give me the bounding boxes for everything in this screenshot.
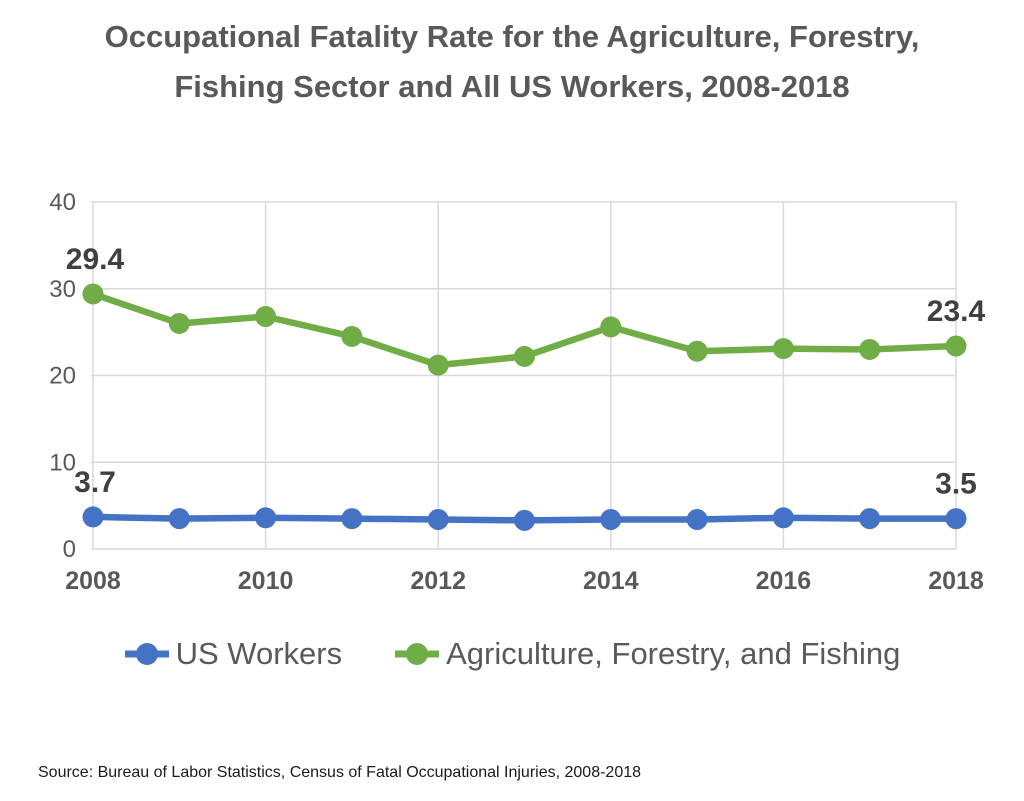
legend-item-us-workers: US Workers: [124, 636, 343, 672]
agriculture-line-marker-icon: [395, 643, 440, 665]
data-point-agriculture-forestry-and-fishing-2013: [514, 345, 535, 367]
data-point-us-workers-2018: [945, 508, 967, 530]
chart-legend: US Workers Agriculture, Forestry, and Fi…: [0, 636, 1024, 672]
x-axis-tick-label: 2012: [410, 567, 466, 595]
x-axis-tick-label: 2018: [928, 567, 984, 595]
data-point-agriculture-forestry-and-fishing-2018: [945, 335, 967, 357]
data-point-agriculture-forestry-and-fishing-2010: [255, 306, 277, 328]
data-point-us-workers-2014: [600, 509, 622, 531]
x-axis-tick-label: 2016: [756, 567, 812, 595]
data-point-us-workers-2011: [341, 508, 363, 530]
y-axis-tick-label: 10: [49, 449, 76, 476]
data-label-agriculture-forestry-and-fishing-2008: 29.4: [66, 243, 125, 276]
legend-item-agriculture: Agriculture, Forestry, and Fishing: [394, 636, 900, 672]
y-axis-tick-label: 30: [49, 276, 76, 303]
y-axis-tick-label: 40: [49, 189, 76, 216]
y-axis-tick-label: 20: [49, 363, 76, 390]
data-point-agriculture-forestry-and-fishing-2009: [168, 312, 190, 334]
us-workers-line-marker-icon: [124, 643, 169, 665]
data-point-us-workers-2012: [427, 509, 449, 531]
data-point-us-workers-2008: [82, 506, 104, 528]
data-point-us-workers-2017: [859, 508, 881, 530]
data-label-agriculture-forestry-and-fishing-2018: 23.4: [927, 295, 986, 328]
data-point-agriculture-forestry-and-fishing-2014: [600, 316, 622, 338]
data-point-agriculture-forestry-and-fishing-2008: [82, 283, 104, 305]
data-point-us-workers-2016: [772, 507, 794, 529]
x-axis-tick-label: 2014: [583, 567, 639, 595]
data-point-us-workers-2010: [255, 507, 277, 529]
data-point-agriculture-forestry-and-fishing-2016: [772, 338, 794, 360]
chart-title: Occupational Fatality Rate for the Agric…: [104, 19, 920, 104]
y-axis-tick-label: 0: [63, 536, 76, 563]
data-label-us-workers-2018: 3.5: [935, 468, 977, 501]
x-axis-tick-label: 2010: [238, 567, 294, 595]
data-point-us-workers-2009: [168, 508, 190, 530]
data-point-us-workers-2015: [686, 509, 708, 531]
x-axis-tick-label: 2008: [65, 567, 121, 595]
data-point-agriculture-forestry-and-fishing-2011: [341, 325, 363, 347]
source-note: Source: Bureau of Labor Statistics, Cens…: [38, 764, 642, 781]
legend-label-agriculture: Agriculture, Forestry, and Fishing: [446, 636, 901, 671]
legend-label-us-workers: US Workers: [175, 636, 343, 671]
data-point-agriculture-forestry-and-fishing-2017: [859, 338, 881, 360]
data-point-agriculture-forestry-and-fishing-2015: [686, 340, 708, 362]
data-point-us-workers-2013: [514, 509, 535, 531]
data-label-us-workers-2008: 3.7: [74, 466, 116, 499]
data-point-agriculture-forestry-and-fishing-2012: [427, 354, 449, 376]
